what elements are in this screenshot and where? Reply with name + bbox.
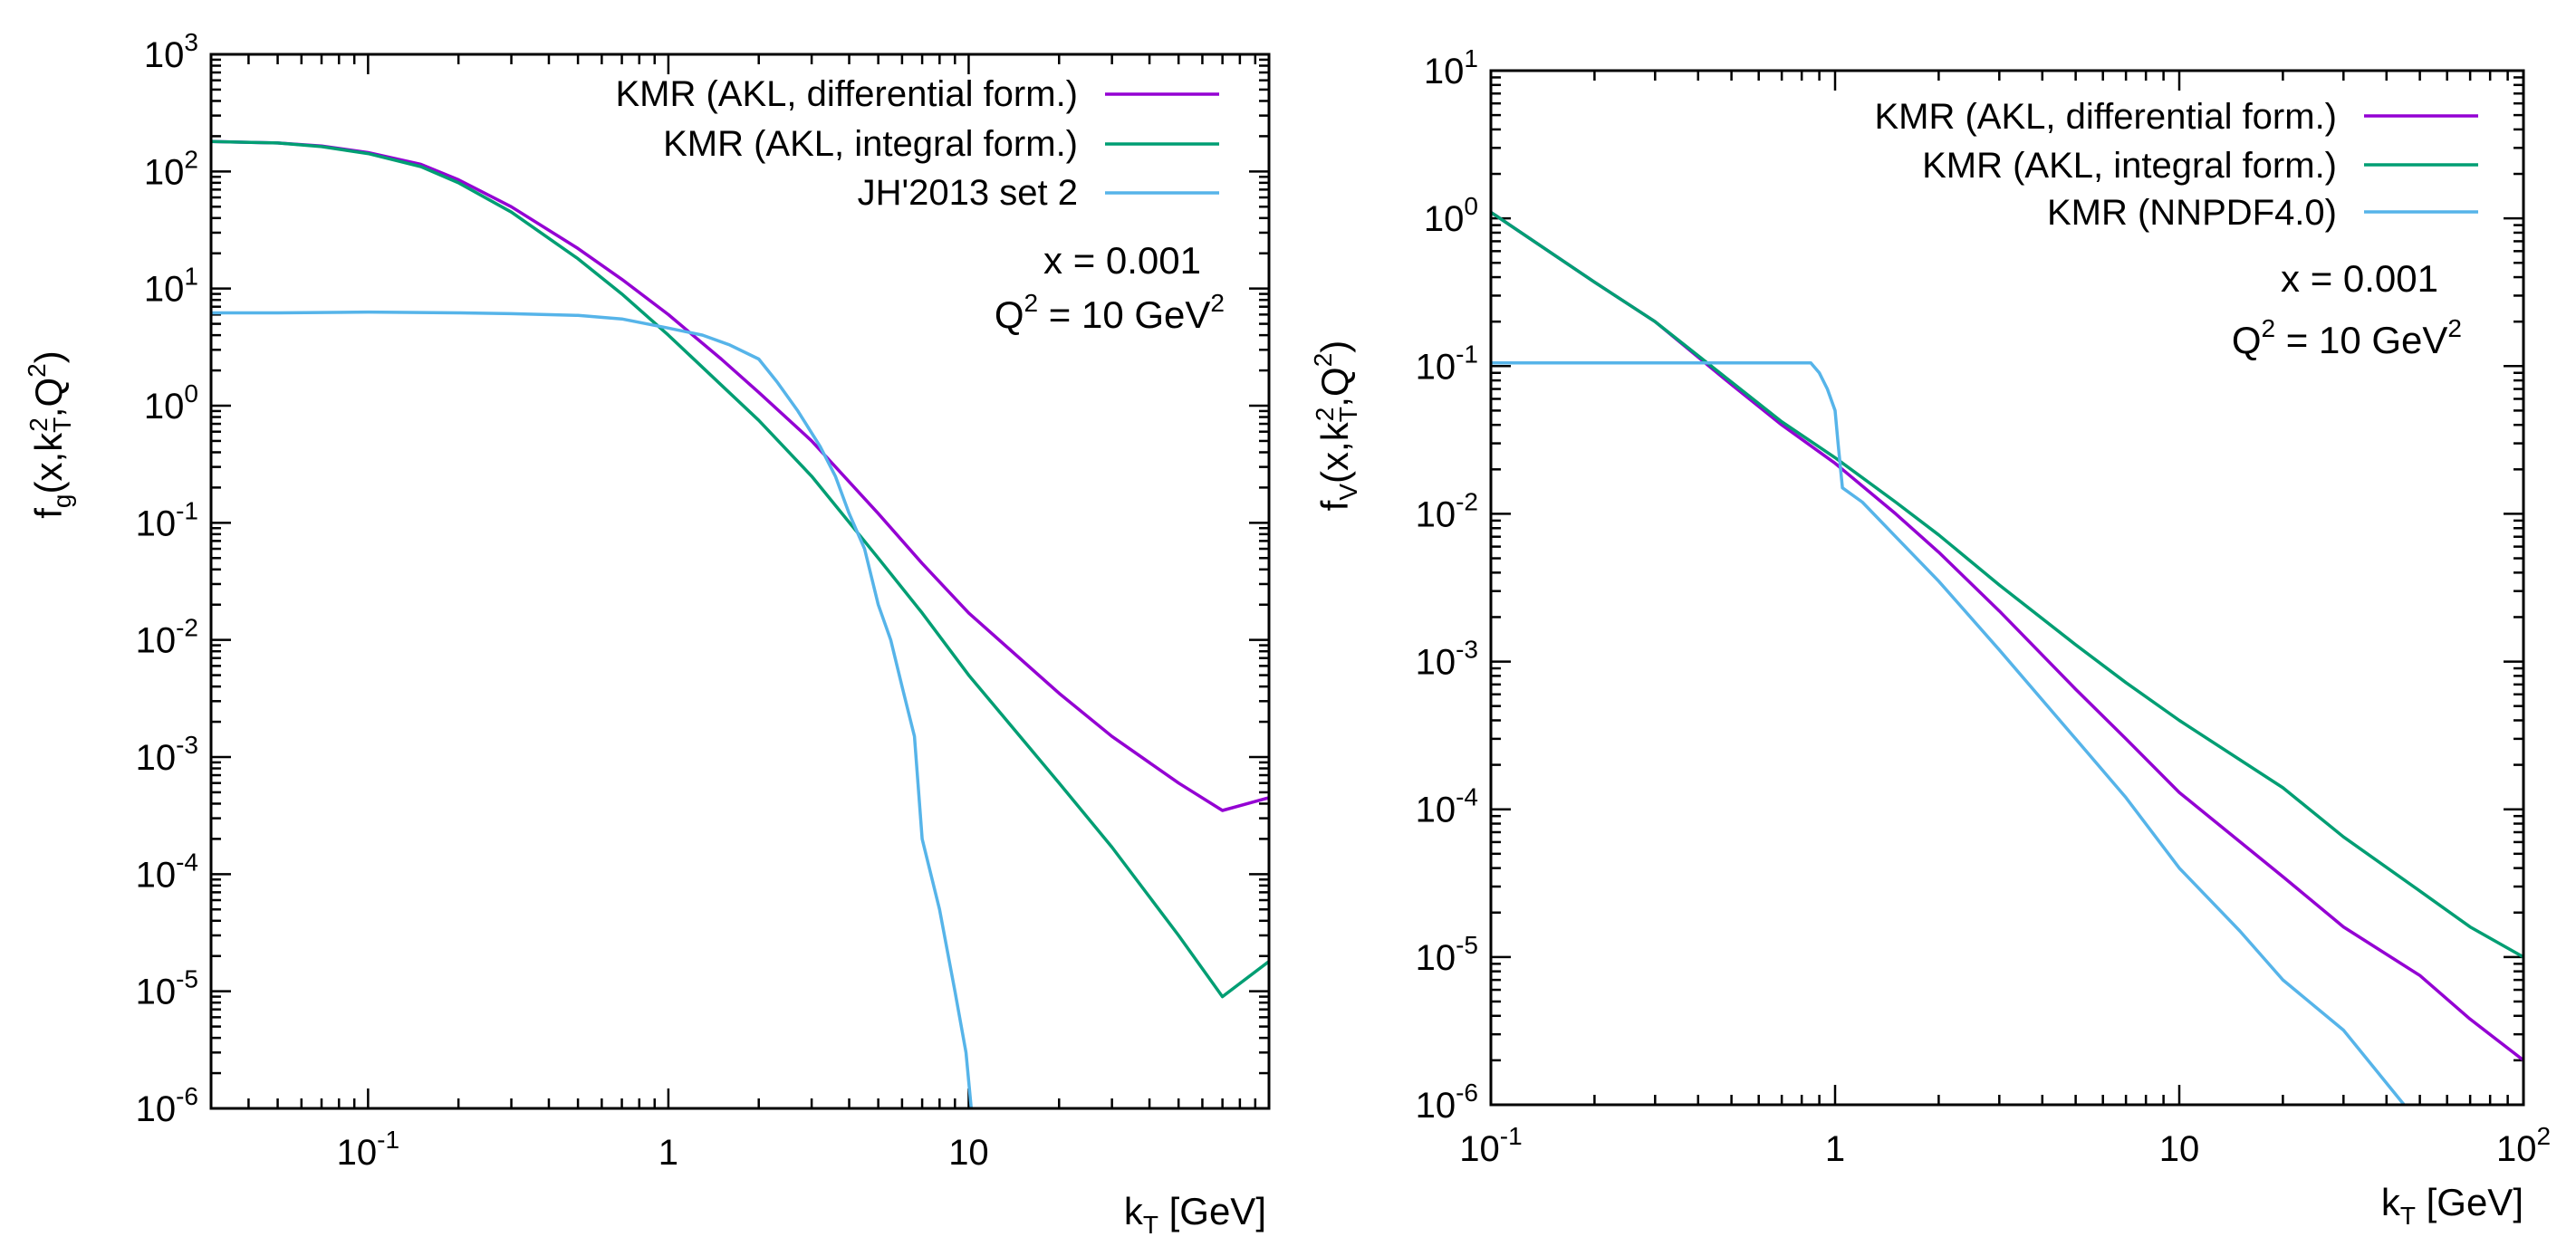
x-tick-label-valence: 1 <box>1825 1129 1845 1169</box>
chart-valence-tmd: 10-1 1 10 102 101 100 10-1 10-2 10-3 10-4 10-5 10-6… <box>1309 44 2551 1230</box>
x-tick-label-gluon: 1 <box>658 1133 678 1173</box>
y-axis-label-gluon: fg(x,kT2,Q2) <box>23 350 76 519</box>
y-tick-label-gluon: 101 <box>144 263 198 310</box>
x-tick-label-gluon: 10 <box>948 1133 989 1173</box>
y-tick-label-gluon: 100 <box>144 379 198 427</box>
axis-ticks-valence: 10-1 1 10 102 101 100 10-1 10-2 10-3 10-4 10-5 10-6 <box>1416 44 2551 1169</box>
y-tick-label-gluon: 10-2 <box>136 614 198 661</box>
y-tick-label-valence: 10-4 <box>1416 783 1478 830</box>
curves-valence <box>1490 210 2525 1107</box>
y-tick-label-valence: 10-5 <box>1416 931 1478 978</box>
axis-ticks-gluon: 10-1 1 10 103 102 101 100 10-1 10-2 10-3 10-4 10-5 1… <box>136 28 1269 1173</box>
legend-label-nnpdf-valence: KMR (NNPDF4.0) <box>2047 193 2337 233</box>
x-tick-label-valence: 102 <box>2496 1122 2551 1169</box>
series-integral-gluon <box>210 139 1271 999</box>
y-tick-label-gluon: 103 <box>144 28 198 75</box>
y-tick-label-gluon: 10-1 <box>136 496 198 543</box>
x-axis-label-valence: kT [GeV] <box>2381 1181 2523 1230</box>
annotation-gluon: x = 0.001 Q2 = 10 GeV2 <box>995 239 1225 336</box>
y-tick-label-gluon: 10-6 <box>136 1082 198 1129</box>
legend-label-integral-valence: KMR (AKL, integral form.) <box>1922 146 2337 186</box>
y-tick-label-gluon: 10-4 <box>136 848 198 895</box>
curves-gluon <box>210 139 1271 1109</box>
x-tick-label-valence: 10 <box>2159 1129 2200 1169</box>
y-tick-label-gluon: 10-5 <box>136 965 198 1012</box>
series-jh2013-gluon <box>211 310 974 1109</box>
annotation-q2-valence: Q2 = 10 GeV2 <box>2232 314 2462 361</box>
legend-label-differential-gluon: KMR (AKL, differential form.) <box>615 74 1078 114</box>
y-axis-label-valence: fV(x,kT2,Q2) <box>1309 340 1362 512</box>
series-nnpdf-valence <box>1491 361 2406 1107</box>
plot-frame-gluon <box>209 53 1271 1110</box>
y-tick-label-gluon: 10-3 <box>136 731 198 778</box>
x-tick-label-gluon: 10-1 <box>337 1126 399 1173</box>
y-tick-label-valence: 10-2 <box>1416 487 1478 534</box>
legend-gluon: KMR (AKL, differential form.) KMR (AKL, … <box>615 74 1219 213</box>
y-tick-label-valence: 10-1 <box>1416 340 1478 387</box>
annotation-valence: x = 0.001 Q2 = 10 GeV2 <box>2232 257 2462 361</box>
x-axis-label-gluon: kT [GeV] <box>1124 1190 1266 1239</box>
plot-frame-valence <box>1489 69 2525 1107</box>
annotation-x-gluon: x = 0.001 <box>1043 239 1201 282</box>
legend-valence: KMR (AKL, differential form.) KMR (AKL, … <box>1874 97 2478 233</box>
y-tick-label-valence: 101 <box>1424 44 1478 91</box>
chart-gluon-tmd: 10-1 1 10 103 102 101 100 10-1 10-2 10-3 10-4 10-5 1… <box>23 28 1271 1239</box>
legend-label-jh2013-gluon: JH'2013 set 2 <box>858 173 1078 213</box>
x-tick-label-valence: 10-1 <box>1459 1122 1522 1169</box>
legend-label-differential-valence: KMR (AKL, differential form.) <box>1874 97 2337 137</box>
annotation-x-valence: x = 0.001 <box>2281 257 2438 300</box>
y-tick-label-valence: 10-3 <box>1416 636 1478 683</box>
annotation-q2-gluon: Q2 = 10 GeV2 <box>995 289 1225 336</box>
legend-label-integral-gluon: KMR (AKL, integral form.) <box>663 124 1078 164</box>
y-tick-label-valence: 100 <box>1424 192 1478 239</box>
y-tick-label-valence: 10-6 <box>1416 1079 1478 1126</box>
y-tick-label-gluon: 102 <box>144 145 198 192</box>
